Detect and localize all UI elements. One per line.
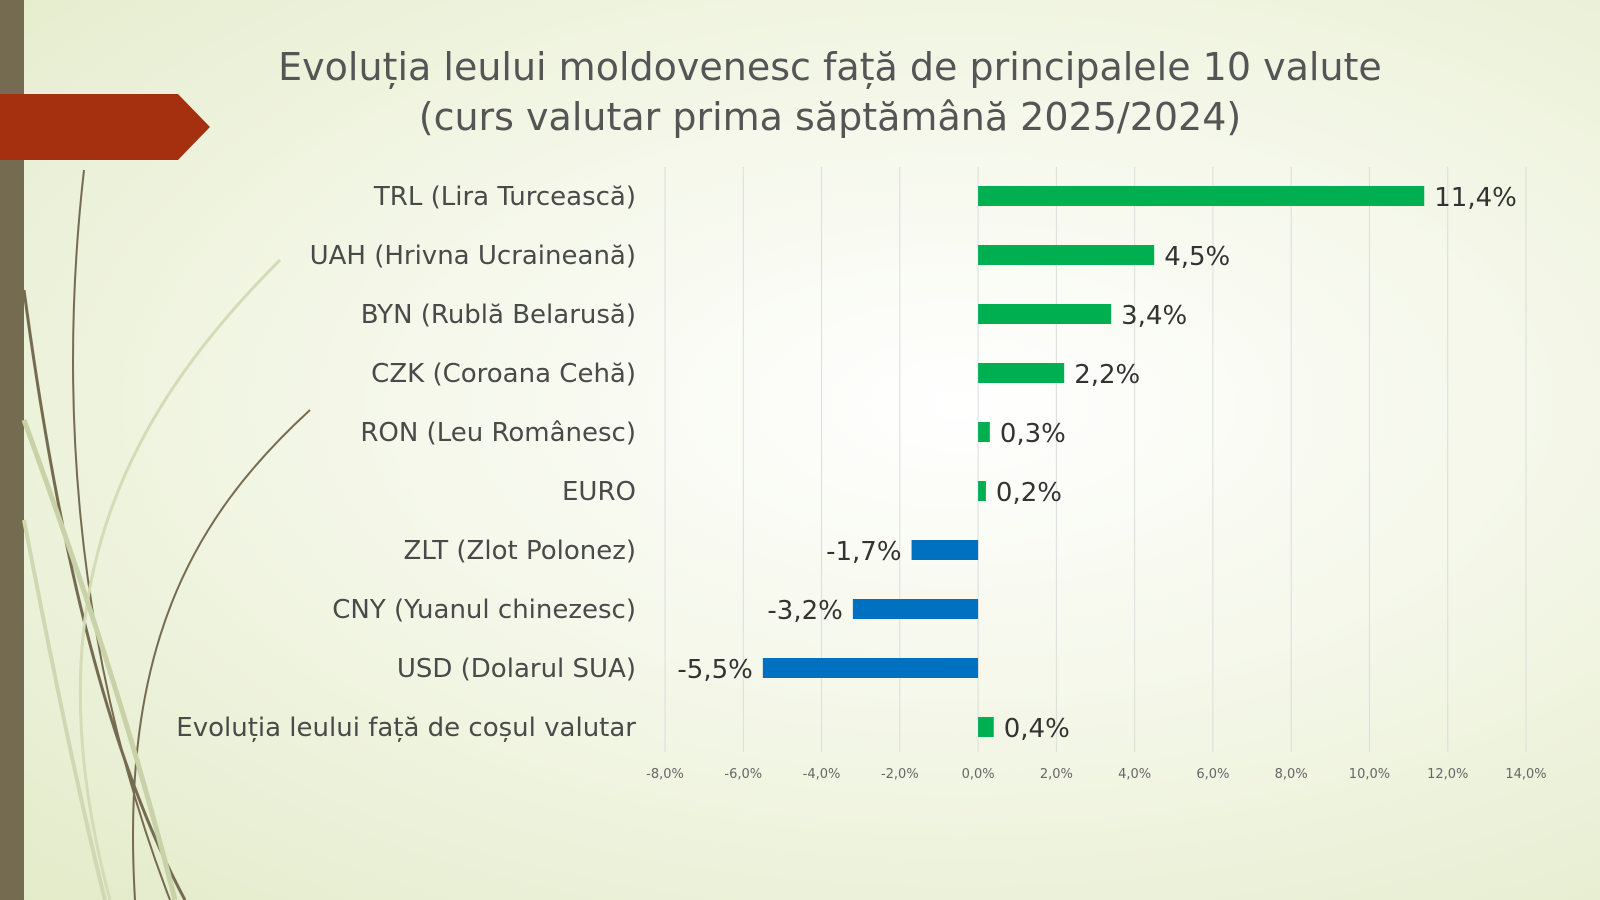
decorative-curves [21, 169, 311, 900]
x-tick-label: 6,0% [1196, 767, 1229, 782]
x-tick-label: 2,0% [1040, 767, 1073, 782]
bar [978, 186, 1425, 206]
category-label: CZK (Coroana Cehă) [371, 359, 636, 389]
category-label: UAH (Hrivna Ucraineană) [310, 241, 636, 271]
x-tick-label: -8,0% [646, 767, 684, 782]
category-label: TRL (Lira Turcească) [373, 182, 636, 212]
x-tick-label: -2,0% [881, 767, 919, 782]
chart-bars [762, 186, 1425, 737]
x-tick-label: 10,0% [1349, 767, 1390, 782]
data-label: 0,3% [1000, 419, 1066, 449]
bar [978, 481, 986, 501]
bar [911, 540, 979, 560]
data-label: -5,5% [677, 655, 752, 685]
title-line-2: (curs valutar prima săptămână 2025/2024) [418, 95, 1242, 139]
x-tick-label: 12,0% [1427, 767, 1468, 782]
bar [762, 658, 979, 678]
category-label: RON (Leu Românesc) [360, 418, 636, 448]
bar [978, 304, 1112, 324]
data-label: 11,4% [1434, 183, 1517, 213]
bar [852, 599, 979, 619]
data-label: 0,4% [1004, 714, 1070, 744]
data-label: 0,2% [996, 478, 1062, 508]
data-label: 3,4% [1121, 301, 1187, 331]
x-tick-label: 14,0% [1505, 767, 1546, 782]
accent-arrow-shape [0, 94, 210, 160]
bar [978, 245, 1155, 265]
x-tick-label: -6,0% [724, 767, 762, 782]
chart-labels: -8,0% -6,0% -4,0% -2,0% 0,0% 2,0% 4,0% 6,0% 8,0%… [176, 182, 1546, 782]
category-label: EURO [562, 477, 636, 507]
x-tick-label: 4,0% [1118, 767, 1151, 782]
x-tick-label: -4,0% [803, 767, 841, 782]
category-label: USD (Dolarul SUA) [397, 654, 636, 684]
data-label: 2,2% [1074, 360, 1140, 390]
bar [978, 717, 994, 737]
bar [978, 422, 990, 442]
slide-title: Evoluția leului moldovenesc față de prin… [230, 42, 1430, 142]
x-tick-label: 8,0% [1275, 767, 1308, 782]
category-label: CNY (Yuanul chinezesc) [332, 595, 636, 625]
data-label: -3,2% [767, 596, 842, 626]
bar [978, 363, 1065, 383]
x-tick-label: 0,0% [962, 767, 995, 782]
category-label: BYN (Rublă Belarusă) [361, 300, 636, 330]
category-label: ZLT (Zlot Polonez) [404, 536, 636, 566]
category-label: Evoluția leului față de coșul valutar [176, 713, 636, 743]
title-line-1: Evoluția leului moldovenesc față de prin… [278, 45, 1382, 89]
data-label: 4,5% [1164, 242, 1230, 272]
data-label: -1,7% [826, 537, 901, 567]
